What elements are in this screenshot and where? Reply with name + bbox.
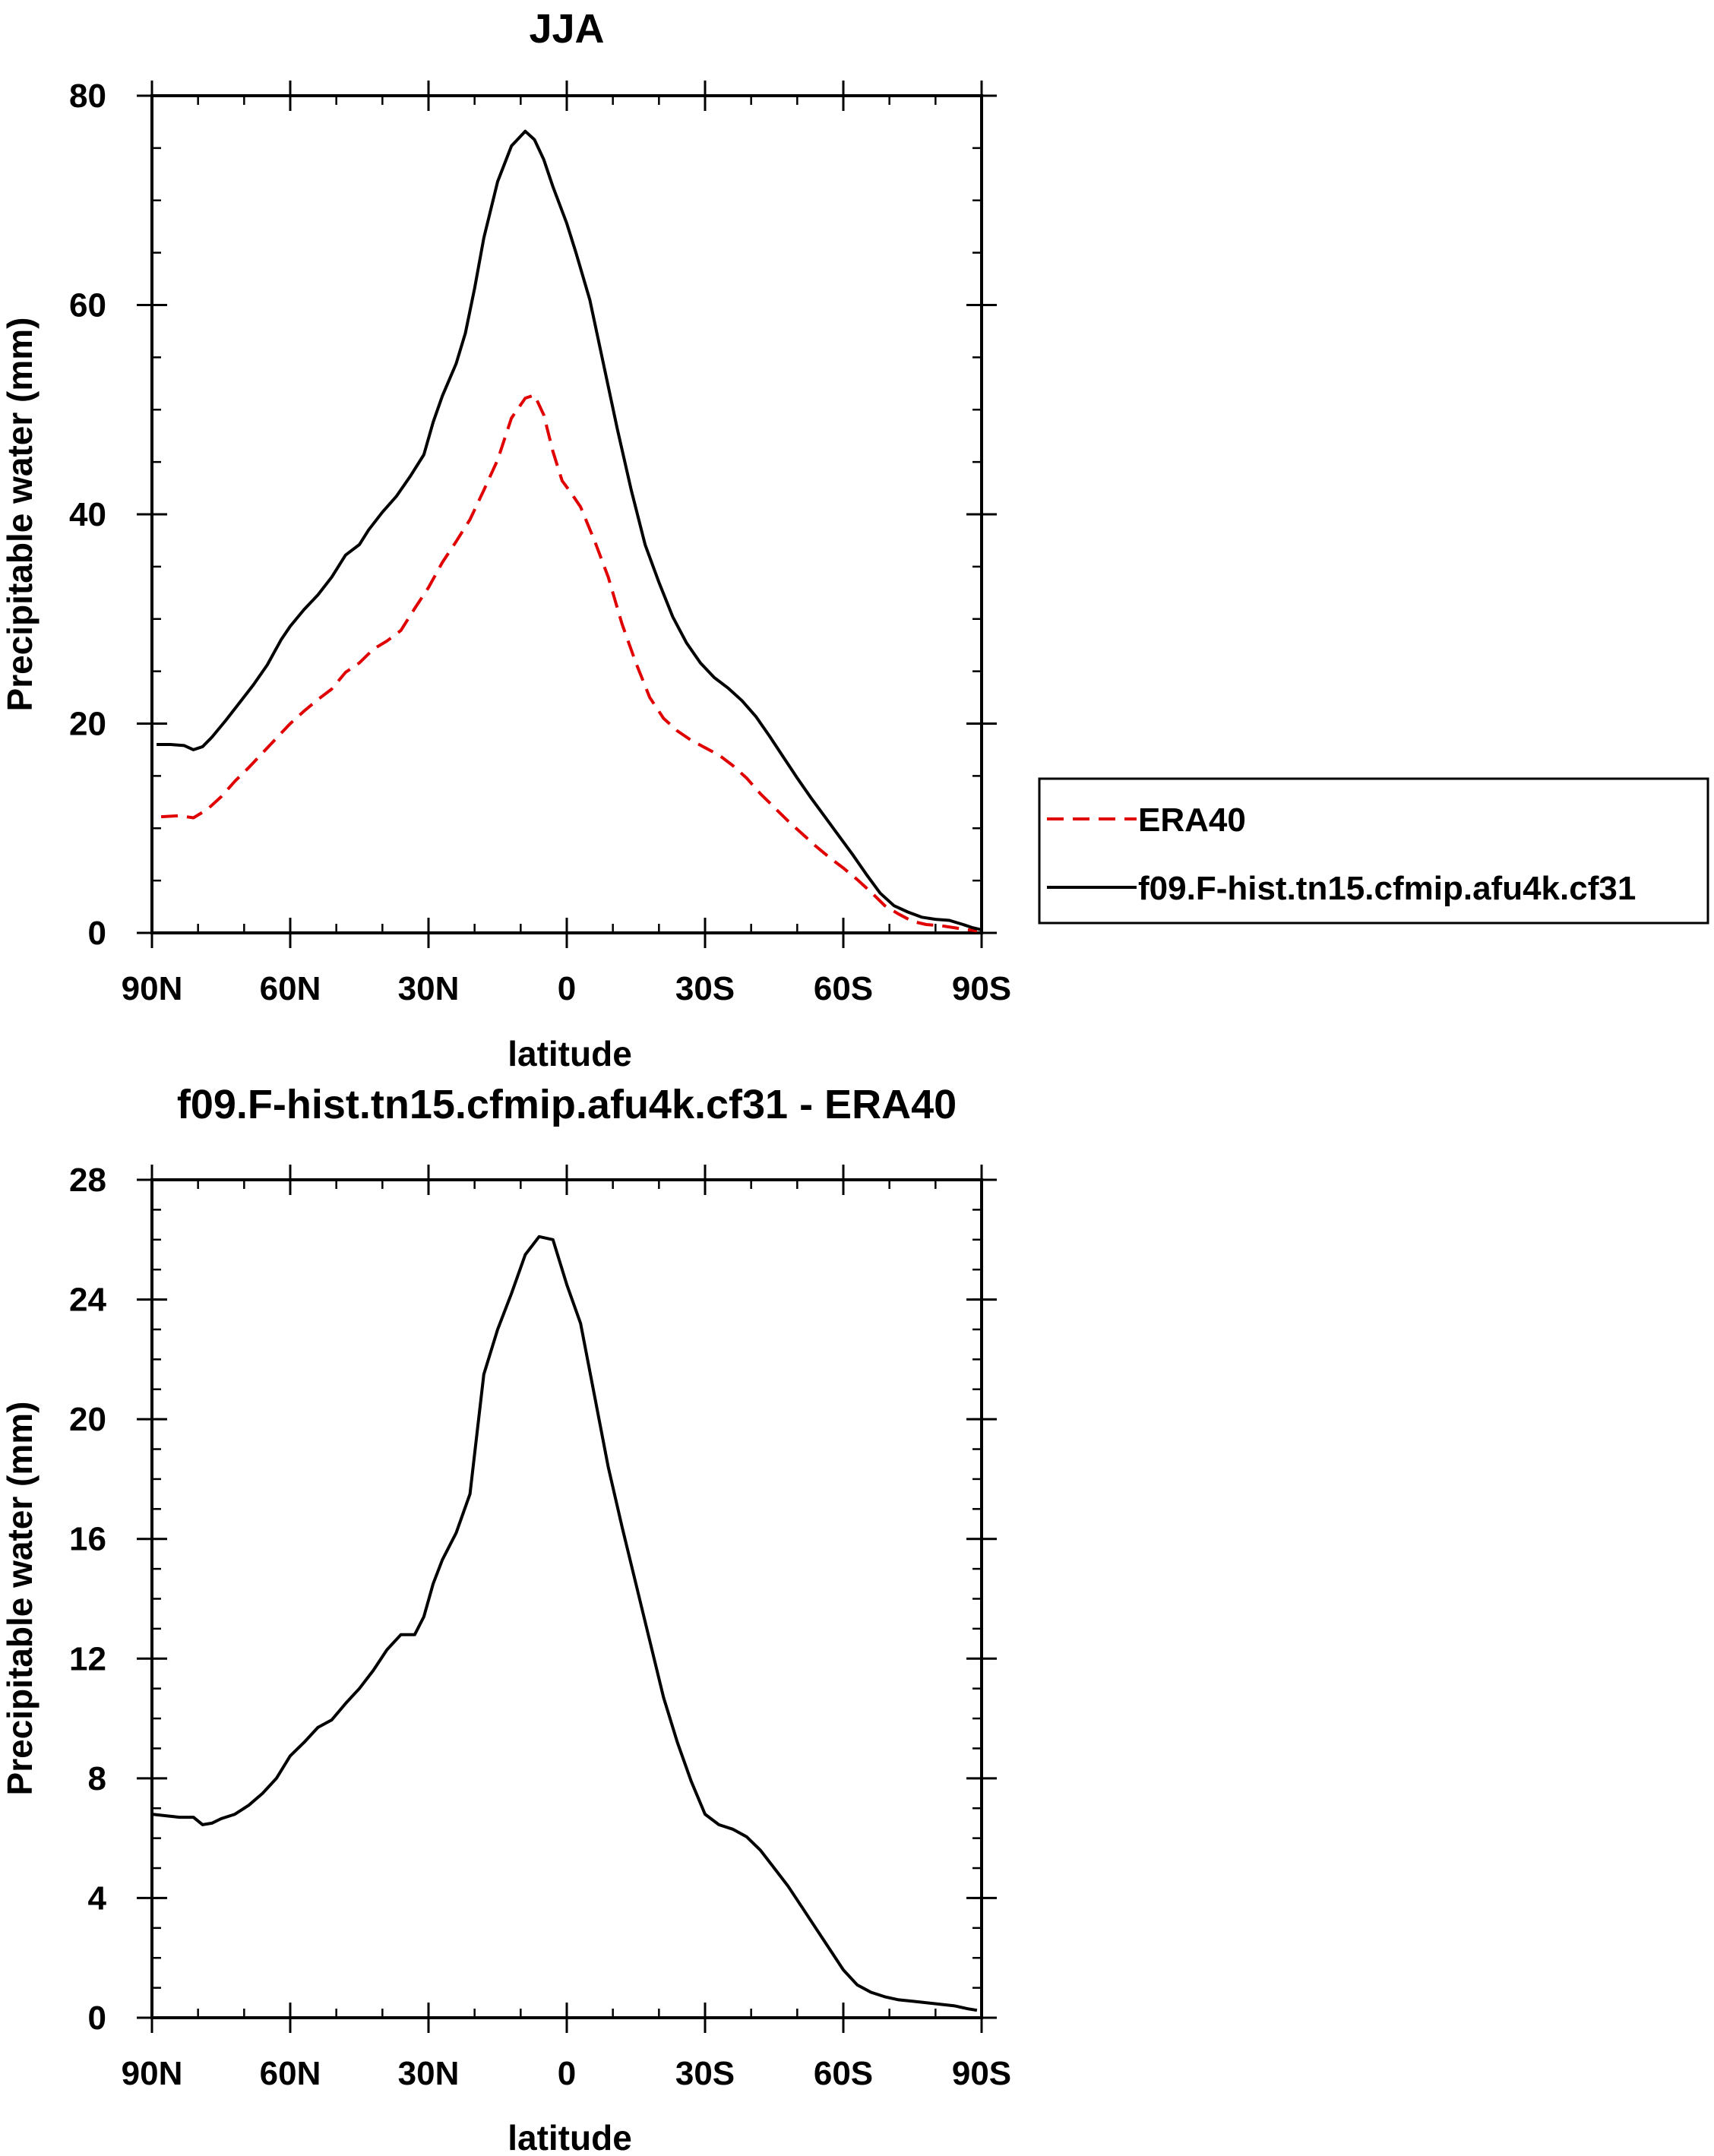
top-x-tick-label: 90S xyxy=(952,970,1011,1007)
top-x-tick-label: 60S xyxy=(814,970,873,1007)
legend: ERA40 f09.F-hist.tn15.cfmip.afu4k.cf31 xyxy=(1038,777,1709,925)
bottom-panel-tick-labels: 90N 60N 30N 0 30S 60S 90S 0 4 8 12 16 20 24 28 xyxy=(69,1162,1011,2092)
legend-label-era40: ERA40 xyxy=(1138,801,1246,839)
bottom-series-line-model xyxy=(151,1234,978,2012)
top-y-tick-label: 40 xyxy=(69,496,106,533)
top-panel-tick-labels: 90N 60N 30N 0 30S 60S 90S 0 20 40 60 80 xyxy=(69,77,1011,1007)
top-x-tick-label: 30S xyxy=(675,970,735,1007)
top-y-tick-label: 0 xyxy=(88,915,106,952)
bottom-y-tick-label: 4 xyxy=(88,1879,107,1917)
bottom-panel-series-lines xyxy=(151,1234,978,2012)
legend-box xyxy=(1038,777,1709,925)
bottom-panel: f09.F-hist.tn15.cfmip.afu4k.cf31 - ERA40… xyxy=(0,1082,1011,2156)
top-x-tick-label: 30N xyxy=(398,970,460,1007)
top-y-tick-label: 60 xyxy=(69,287,106,324)
top-y-tick-label: 80 xyxy=(69,77,106,115)
top-x-tick-label: 0 xyxy=(558,970,576,1007)
top-series-line-model1 xyxy=(157,129,982,931)
bottom-y-tick-label: 0 xyxy=(88,2000,106,2037)
bottom-panel-frame xyxy=(150,1178,983,2019)
bottom-panel-x-axis-label: latitude xyxy=(508,2118,632,2156)
bottom-panel-title: f09.F-hist.tn15.cfmip.afu4k.cf31 - ERA40 xyxy=(177,1082,957,1127)
bottom-x-tick-label: 90S xyxy=(952,2055,1011,2092)
bottom-x-tick-label: 60N xyxy=(260,2055,321,2092)
top-x-tick-label: 60N xyxy=(260,970,321,1007)
bottom-x-tick-label: 60S xyxy=(814,2055,873,2092)
top-panel-frame xyxy=(150,94,983,934)
top-y-tick-label: 20 xyxy=(69,706,106,743)
bottom-y-tick-label: 28 xyxy=(69,1162,106,1199)
bottom-y-tick-label: 16 xyxy=(69,1521,106,1558)
top-panel-series-lines xyxy=(157,129,982,933)
top-panel-y-axis-label: Precipitable water (mm) xyxy=(0,318,40,712)
legend-label-model: f09.F-hist.tn15.cfmip.afu4k.cf31 xyxy=(1138,870,1636,907)
top-panel-title: JJA xyxy=(529,6,604,52)
top-panel-x-axis-label: latitude xyxy=(508,1034,632,1073)
bottom-y-tick-label: 12 xyxy=(69,1640,106,1677)
top-panel: JJA 90N 60N 30N 0 30S 60S 90S 0 20 40 60 80 latitud… xyxy=(0,6,1709,1073)
bottom-y-tick-label: 24 xyxy=(69,1282,106,1319)
bottom-x-tick-label: 0 xyxy=(558,2055,576,2092)
bottom-y-tick-label: 20 xyxy=(69,1401,106,1438)
bottom-x-tick-label: 90N xyxy=(122,2055,183,2092)
bottom-x-tick-label: 30N xyxy=(398,2055,460,2092)
bottom-y-tick-label: 8 xyxy=(88,1760,106,1797)
top-series-line-era40 xyxy=(160,394,978,933)
bottom-x-tick-label: 30S xyxy=(675,2055,735,2092)
top-x-tick-label: 90N xyxy=(122,970,183,1007)
bottom-panel-y-axis-label: Precipitable water (mm) xyxy=(0,1402,40,1796)
